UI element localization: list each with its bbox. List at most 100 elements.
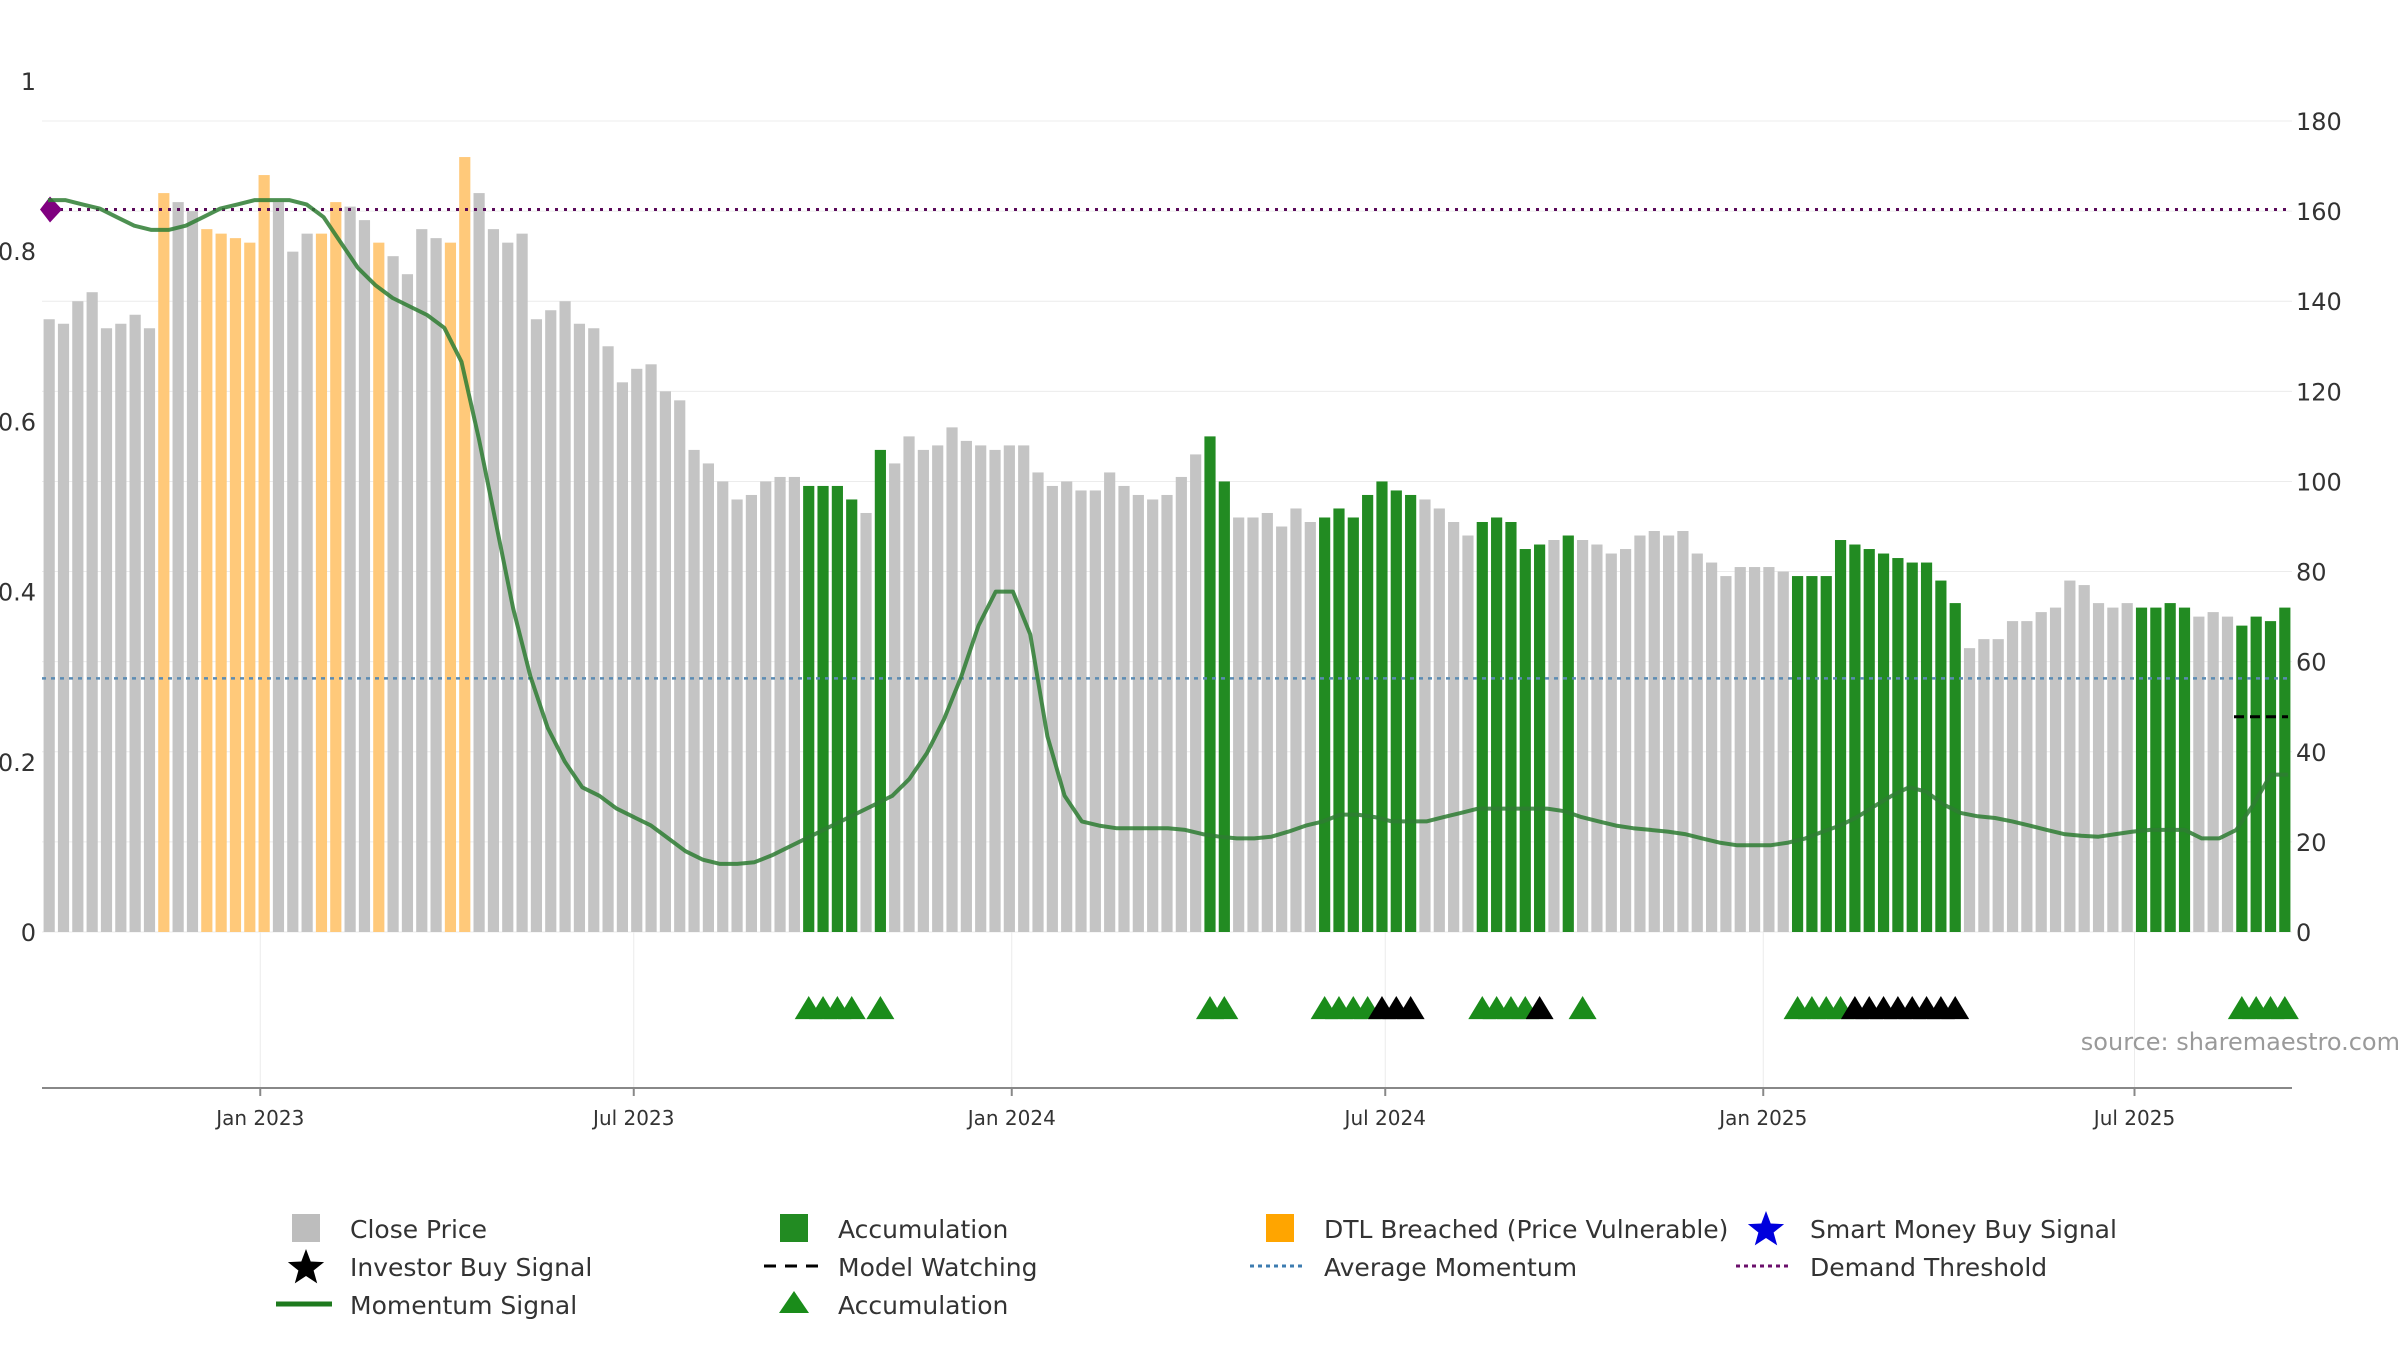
legend-swatch bbox=[780, 1214, 808, 1242]
accumulation-bar bbox=[2135, 607, 2148, 932]
accumulation-bar bbox=[1376, 481, 1388, 932]
close-price-bar bbox=[1763, 567, 1775, 932]
accumulation-bar bbox=[1562, 535, 1574, 932]
close-price-bar bbox=[573, 323, 586, 932]
accumulation-bar bbox=[1849, 544, 1861, 932]
close-price-bar bbox=[1247, 517, 1259, 932]
close-price-bar bbox=[1046, 485, 1058, 932]
close-price-bar bbox=[702, 463, 714, 932]
close-price-bar bbox=[1677, 531, 1689, 932]
close-price-bar bbox=[143, 328, 156, 932]
close-price-bar bbox=[2078, 585, 2090, 932]
close-price-bar bbox=[645, 364, 657, 932]
accumulation-triangle-marker bbox=[1210, 996, 1239, 1020]
legend-label: Accumulation bbox=[838, 1215, 1008, 1244]
close-price-bar bbox=[1161, 494, 1173, 932]
legend-swatch bbox=[1266, 1214, 1294, 1242]
investor-buy-triangle-marker bbox=[1941, 996, 1970, 1020]
close-price-bar bbox=[2035, 612, 2047, 932]
accumulation-triangle-marker bbox=[2270, 996, 2299, 1020]
close-price-bar bbox=[2092, 603, 2105, 932]
left-axis-tick: 0.4 bbox=[0, 579, 36, 607]
close-price-bar bbox=[1276, 526, 1288, 932]
legend-item-accumulation-bar: Accumulation bbox=[780, 1214, 1008, 1244]
close-price-bar bbox=[545, 310, 557, 932]
close-price-bar bbox=[1075, 490, 1087, 932]
close-price-bar bbox=[631, 368, 643, 932]
source-note: source: sharemaestro.com bbox=[2081, 1028, 2400, 1056]
close-price-bar bbox=[115, 323, 127, 932]
right-axis-tick: 120 bbox=[2296, 378, 2342, 406]
right-axis-tick: 180 bbox=[2296, 108, 2342, 136]
close-price-bar bbox=[1691, 553, 1703, 932]
left-axis-tick: 0.2 bbox=[0, 749, 36, 777]
right-axis-tick: 100 bbox=[2296, 468, 2342, 496]
dtl-breached-bar bbox=[215, 233, 227, 932]
close-price-bar bbox=[932, 445, 944, 932]
investor-buy-triangle-marker bbox=[1396, 996, 1425, 1020]
close-price-bar bbox=[731, 499, 743, 932]
close-price-bar bbox=[1190, 454, 1202, 932]
accumulation-bar bbox=[2150, 607, 2162, 932]
x-axis-tick: Jan 2023 bbox=[214, 1106, 304, 1130]
dtl-breached-bar bbox=[330, 202, 342, 933]
close-price-bar bbox=[717, 481, 729, 932]
accumulation-bar bbox=[1834, 540, 1847, 932]
left-axis-tick: 1 bbox=[21, 68, 36, 96]
legend-label: Momentum Signal bbox=[350, 1291, 577, 1320]
close-price-bar bbox=[975, 445, 987, 932]
accumulation-bar bbox=[1935, 580, 1947, 932]
accumulation-bar bbox=[1362, 494, 1374, 932]
close-price-bar bbox=[1104, 472, 1116, 932]
legend-label: Close Price bbox=[350, 1215, 487, 1244]
accumulation-triangle-marker bbox=[866, 996, 895, 1020]
accumulation-bar bbox=[831, 485, 843, 932]
star-icon-black bbox=[287, 1249, 325, 1284]
axes: 0 20 40 60 80 100 120 140 160 180 0 0.2 0.4 0.6 0.8 1 Ja… bbox=[0, 68, 2342, 1130]
right-axis-tick: 80 bbox=[2296, 559, 2327, 587]
accumulation-bar bbox=[1906, 562, 1918, 932]
close-price-bar bbox=[1147, 499, 1159, 932]
dtl-breached-bar bbox=[201, 229, 213, 933]
left-axis-tick: 0 bbox=[21, 919, 36, 947]
close-price-bar bbox=[1061, 481, 1073, 932]
close-price-bar bbox=[1978, 639, 1990, 932]
close-price-bar bbox=[960, 440, 972, 932]
x-axis-tick: Jan 2025 bbox=[1717, 1106, 1807, 1130]
accumulation-bar bbox=[1333, 508, 1345, 932]
accumulation-bar bbox=[1347, 517, 1359, 932]
legend-label: Model Watching bbox=[838, 1253, 1038, 1282]
close-price-bar bbox=[129, 314, 141, 932]
close-price-bar bbox=[745, 494, 757, 932]
accumulation-bar bbox=[1204, 436, 1216, 932]
close-price-bar bbox=[1233, 517, 1245, 932]
accumulation-bar bbox=[1806, 576, 1818, 932]
close-price-bar bbox=[72, 301, 84, 932]
close-price-bar bbox=[358, 220, 371, 933]
close-price-bar bbox=[788, 476, 800, 932]
close-price-bar bbox=[1433, 508, 1445, 932]
close-price-bar bbox=[917, 449, 929, 932]
dtl-breached-bar bbox=[459, 157, 471, 933]
legend-label: Average Momentum bbox=[1324, 1253, 1577, 1282]
x-axis-tick: Jan 2024 bbox=[966, 1106, 1056, 1130]
accumulation-bar bbox=[2250, 616, 2262, 932]
legend-label: Smart Money Buy Signal bbox=[1810, 1215, 2117, 1244]
accumulation-bar bbox=[1949, 603, 1961, 932]
dtl-breached-bar bbox=[315, 233, 328, 932]
accumulation-bar bbox=[1505, 521, 1517, 932]
close-price-bar bbox=[301, 233, 313, 932]
legend-item-avg-momentum: Average Momentum bbox=[1250, 1253, 1577, 1282]
right-axis-tick: 0 bbox=[2296, 919, 2311, 947]
triangle-icon bbox=[779, 1291, 809, 1313]
legend-item-momentum-signal: Momentum Signal bbox=[276, 1291, 577, 1320]
accumulation-bar bbox=[1519, 549, 1531, 932]
close-price-bar bbox=[100, 328, 113, 932]
dtl-breached-bar bbox=[229, 238, 242, 933]
accumulation-bar bbox=[1820, 576, 1832, 932]
price-bars bbox=[43, 157, 2291, 933]
close-price-bar bbox=[989, 449, 1001, 932]
close-price-bar bbox=[2193, 616, 2205, 932]
close-price-bar bbox=[1992, 639, 2004, 932]
x-axis-tick: Jul 2025 bbox=[2092, 1106, 2175, 1130]
